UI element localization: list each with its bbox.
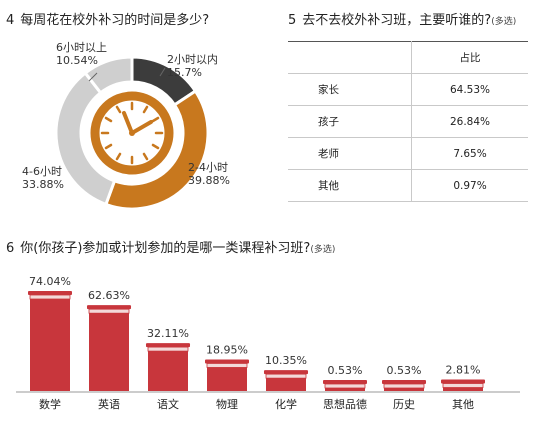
book-stack-pages <box>383 383 425 389</box>
q5-header-row: 占比 <box>288 41 528 74</box>
bar-value-label: 0.53% <box>387 364 422 377</box>
q5-title: 5 去不去校外补习班，主要听谁的?(多选) <box>288 9 516 28</box>
label-over-6h-value: 10.54% <box>56 54 98 67</box>
bar <box>30 299 70 391</box>
q5-row-value: 0.97% <box>411 169 528 202</box>
bar-value-label: 2.81% <box>446 364 481 377</box>
label-2-4h-value: 39.88% <box>188 174 230 187</box>
table-row: 其他 0.97% <box>288 169 528 202</box>
bar-category-label: 英语 <box>98 397 120 411</box>
label-over-6h: 6小时以上 10.54% <box>56 41 107 67</box>
book-stack-top <box>28 291 72 295</box>
leader-2h <box>159 67 166 77</box>
bar <box>325 388 365 391</box>
bar <box>207 367 247 391</box>
q6-number: 6 <box>6 241 15 256</box>
bar-group: 2.81% 其他 <box>441 364 485 411</box>
book-stack-top <box>87 305 131 310</box>
q5-number: 5 <box>288 13 297 28</box>
bar-group: 0.53% 思想品德 <box>323 364 367 411</box>
bar <box>266 378 306 391</box>
book-stack-top <box>146 343 190 348</box>
book-stack-pages <box>206 363 248 368</box>
book-stack-top <box>323 380 367 384</box>
q5-row-name: 老师 <box>288 137 412 170</box>
bar-category-label: 化学 <box>275 397 297 411</box>
label-2-4h: 2-4小时 39.88% <box>188 161 230 187</box>
table-row: 孩子 26.84% <box>288 105 528 138</box>
q5-header-empty <box>288 41 412 74</box>
bar-value-label: 62.63% <box>88 289 130 302</box>
clock-icon <box>89 90 175 176</box>
slice-2-4h <box>103 88 210 211</box>
q4-number: 4 <box>6 13 15 28</box>
q5-row-value: 64.53% <box>411 73 528 106</box>
leader-6h <box>88 72 98 82</box>
bar-group: 74.04% 数学 <box>28 275 72 411</box>
q5-note: (多选) <box>491 17 517 27</box>
q5-row-value: 26.84% <box>411 105 528 138</box>
q5-row-name: 孩子 <box>288 105 412 138</box>
book-stack-pages <box>29 294 71 300</box>
q5-row-name: 家长 <box>288 73 412 106</box>
label-over-6h-name: 6小时以上 <box>56 41 107 54</box>
table-row: 家长 64.53% <box>288 73 528 106</box>
label-under-2h-name: 2小时以内 <box>167 53 218 66</box>
q6-title: 6 你(你孩子)参加或计划参加的是哪一类课程补习班?(多选) <box>6 237 335 256</box>
book-stack-pages <box>442 383 484 388</box>
bar-group: 10.35% 化学 <box>264 354 308 411</box>
q5-row-name: 其他 <box>288 169 412 202</box>
q6-note: (多选) <box>310 245 336 255</box>
bar <box>89 313 129 391</box>
bar-group: 32.11% 语文 <box>146 327 190 411</box>
bar-category-label: 历史 <box>393 398 415 411</box>
slice-over-6h <box>83 55 134 95</box>
bar-group: 18.95% 物理 <box>205 343 249 411</box>
label-4-6h-name: 4-6小时 <box>22 165 62 178</box>
book-stack-pages <box>88 308 130 314</box>
bar-category-label: 语文 <box>157 397 179 411</box>
bar-value-label: 0.53% <box>328 364 363 377</box>
label-4-6h-value: 33.88% <box>22 178 64 191</box>
bar-value-label: 18.95% <box>206 343 248 356</box>
bar <box>148 351 188 391</box>
q5-row-value: 7.65% <box>411 137 528 170</box>
bar-category-label: 物理 <box>216 397 238 411</box>
book-stack-pages <box>147 346 189 352</box>
bar-category-label: 数学 <box>39 397 61 411</box>
q5-header-share: 占比 <box>411 41 528 74</box>
bar-value-label: 32.11% <box>147 327 189 340</box>
book-stack-pages <box>324 383 366 389</box>
bar <box>384 388 424 391</box>
label-4-6h: 4-6小时 33.88% <box>22 165 64 191</box>
label-under-2h-value: 15.7% <box>167 66 202 79</box>
book-stack-top <box>382 380 426 384</box>
q6-title-text: 你(你孩子)参加或计划参加的是哪一类课程补习班? <box>20 241 311 256</box>
bar-group: 0.53% 历史 <box>382 364 426 411</box>
q4-title-text: 每周花在校外补习的时间是多少? <box>20 13 210 28</box>
bar-group: 62.63% 英语 <box>87 289 131 411</box>
label-2-4h-name: 2-4小时 <box>188 161 228 174</box>
book-stack-top <box>264 370 308 375</box>
q5-table: 占比 家长 64.53% 孩子 26.84% 老师 7.65% 其他 0.97% <box>288 41 528 202</box>
book-stack-top <box>205 359 249 364</box>
book-stack-pages <box>265 373 307 379</box>
bar-value-label: 10.35% <box>265 354 307 367</box>
q5-title-text: 去不去校外补习班，主要听谁的? <box>302 13 492 28</box>
label-under-2h: 2小时以内 15.7% <box>167 53 218 79</box>
bar-category-label: 思想品德 <box>323 397 367 411</box>
table-row: 老师 7.65% <box>288 137 528 170</box>
q4-title: 4 每周花在校外补习的时间是多少? <box>6 9 209 28</box>
book-stack-top <box>441 379 485 384</box>
bar-value-label: 74.04% <box>29 275 71 288</box>
bar-category-label: 其他 <box>452 398 474 411</box>
bar <box>443 387 483 391</box>
